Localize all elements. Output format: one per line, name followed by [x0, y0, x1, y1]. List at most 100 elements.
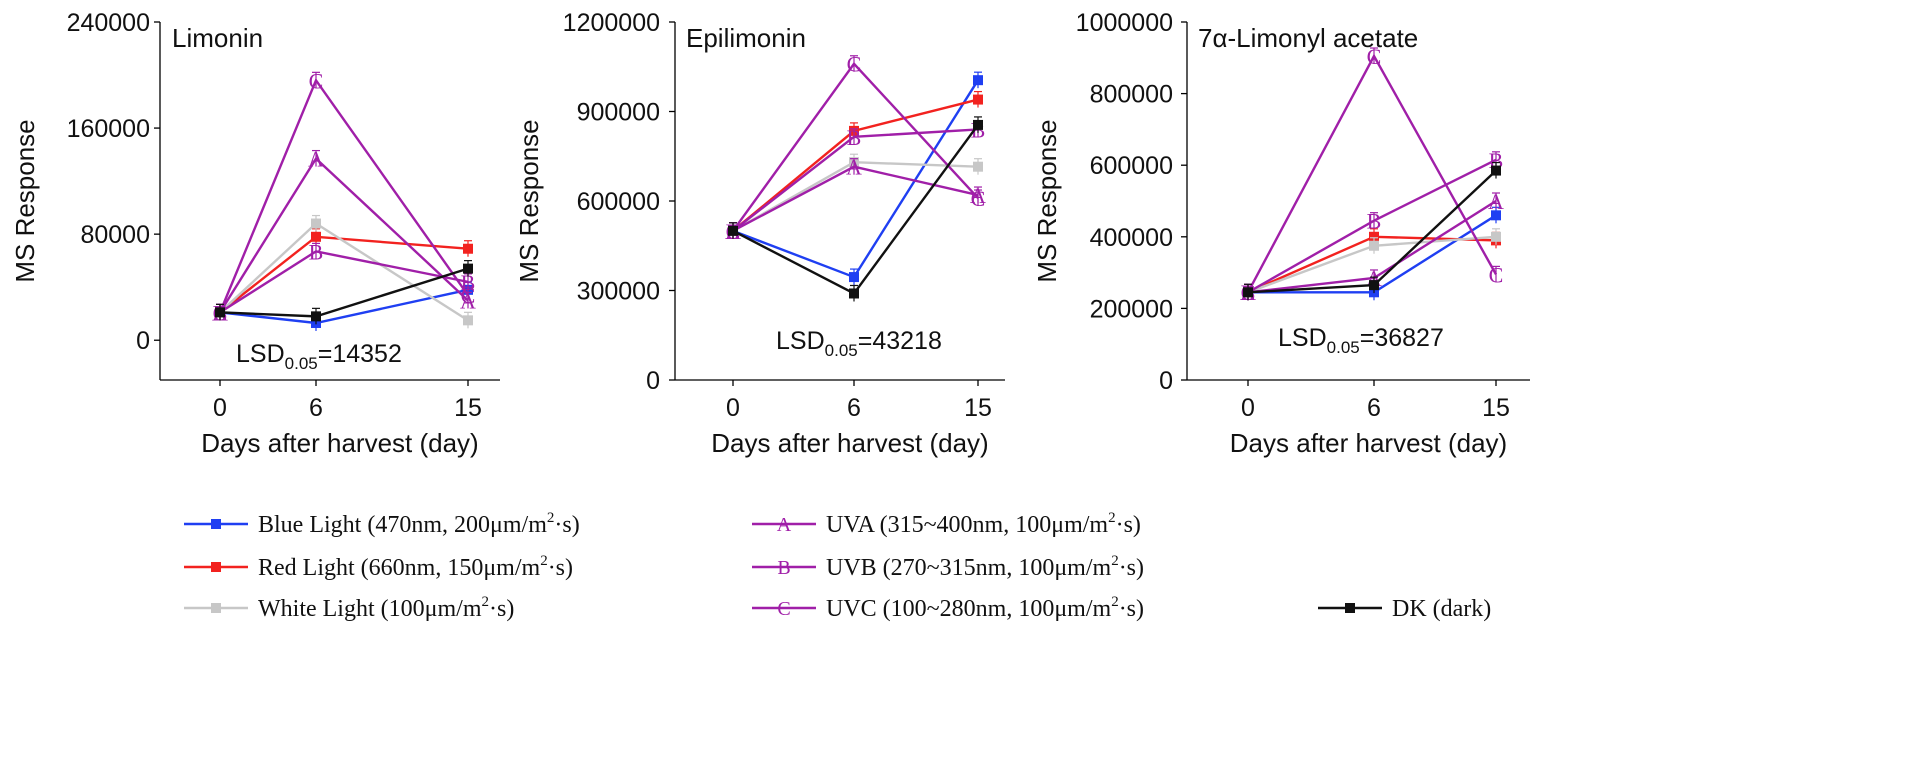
- lsd-subscript: 0.05: [285, 354, 318, 373]
- x-tick-label: 15: [1482, 394, 1510, 422]
- x-tick-label: 15: [454, 394, 482, 422]
- y-axis-label: MS Response: [1032, 119, 1062, 282]
- y-tick-label: 80000: [80, 221, 150, 249]
- legend-item: Blue Light (470nm, 200μm/m2·s): [184, 510, 580, 538]
- legend-text: UVC (100~280nm, 100μm/m: [826, 596, 1112, 622]
- y-tick-label: 0: [1159, 367, 1173, 395]
- legend-superscript: 2: [1108, 510, 1116, 526]
- x-tick-label: 6: [1367, 394, 1381, 422]
- legend-label: UVA (315~400nm, 100μm/m2·s): [826, 510, 1141, 538]
- y-tick-label: 240000: [67, 9, 150, 37]
- x-tick-label: 0: [1241, 394, 1255, 422]
- data-point: [463, 243, 473, 254]
- legend: Blue Light (470nm, 200μm/m2·s)Red Light …: [184, 510, 1491, 622]
- lsd-annotation: LSD0.05=36827: [1278, 324, 1444, 357]
- legend-superscript: 2: [1111, 553, 1119, 569]
- data-point: C: [971, 186, 986, 211]
- legend-item: White Light (100μm/m2·s): [184, 594, 514, 622]
- y-tick-label: 200000: [1090, 295, 1173, 323]
- chart-title: Epilimonin: [686, 23, 806, 53]
- lsd-value: =14352: [318, 340, 402, 368]
- y-tick-label: 600000: [577, 188, 660, 216]
- series-line: [219, 267, 469, 318]
- lsd-prefix: LSD: [1278, 324, 1327, 352]
- legend-marker: [211, 519, 221, 529]
- legend-tail: ·s): [548, 555, 573, 581]
- legend-label: UVB (270~315nm, 100μm/m2·s): [826, 553, 1144, 581]
- data-point: C: [847, 52, 862, 77]
- data-point: [973, 119, 983, 130]
- legend-item: B UVB (270~315nm, 100μm/m2·s): [752, 553, 1144, 581]
- data-point: B: [1367, 209, 1382, 234]
- lsd-prefix: LSD: [236, 340, 285, 368]
- data-point: C: [1489, 262, 1504, 287]
- x-axis-label: Days after harvest (day): [711, 428, 988, 458]
- legend-text: Blue Light (470nm, 200μm/m: [258, 512, 547, 538]
- legend-item: A UVA (315~400nm, 100μm/m2·s): [752, 510, 1141, 538]
- data-point: [1491, 231, 1501, 242]
- chart-panel-1: 0 80000 160000 240000 0 6 15 Days after harvest…: [10, 9, 500, 458]
- lsd-prefix: LSD: [776, 327, 825, 355]
- legend-tail: ·s): [489, 596, 514, 622]
- legend-text: Red Light (660nm, 150μm/m: [258, 555, 541, 581]
- y-tick-label: 0: [646, 367, 660, 395]
- data-point: [973, 75, 983, 86]
- y-axis-label: MS Response: [10, 119, 40, 282]
- data-point: C: [1367, 44, 1382, 69]
- chart-panel-3: 0 200000 400000 600000 800000 1000000 0 6 15 Days…: [1032, 9, 1530, 458]
- legend-label: DK (dark): [1392, 596, 1491, 622]
- legend-label: Blue Light (470nm, 200μm/m2·s): [258, 510, 580, 538]
- series-uvc: CCC: [726, 52, 986, 244]
- legend-marker: C: [777, 598, 790, 620]
- series-line: [1246, 53, 1498, 293]
- series-dk: [215, 260, 473, 325]
- data-point: [463, 263, 473, 274]
- data-point: B: [847, 125, 862, 150]
- y-tick-label: 160000: [67, 115, 150, 143]
- legend-superscript: 2: [482, 594, 490, 610]
- lsd-subscript: 0.05: [825, 341, 858, 360]
- chart-title: Limonin: [172, 23, 263, 53]
- data-point: [1369, 231, 1379, 242]
- legend-item: Red Light (660nm, 150μm/m2·s): [184, 553, 573, 581]
- data-point: A: [308, 146, 324, 171]
- legend-tail: ·s): [1119, 596, 1144, 622]
- series-uvb: BBB: [726, 117, 986, 243]
- data-point: [311, 311, 321, 322]
- legend-superscript: 2: [540, 553, 548, 569]
- y-tick-label: 1200000: [563, 9, 660, 37]
- data-point: A: [846, 155, 862, 180]
- data-point: [215, 307, 225, 318]
- data-point: [973, 161, 983, 172]
- data-point: [1491, 210, 1501, 221]
- y-axis-label: MS Response: [514, 119, 544, 282]
- data-point: [728, 225, 738, 236]
- lsd-value: =43218: [858, 327, 942, 355]
- legend-label: Red Light (660nm, 150μm/m2·s): [258, 553, 573, 581]
- series-uva: AAA: [212, 146, 476, 325]
- y-tick-label: 600000: [1090, 152, 1173, 180]
- x-tick-label: 6: [309, 394, 323, 422]
- data-point: [973, 94, 983, 105]
- lsd-subscript: 0.05: [1327, 338, 1360, 357]
- data-point: C: [461, 283, 476, 308]
- legend-tail: ·s): [1119, 555, 1144, 581]
- x-tick-label: 0: [726, 394, 740, 422]
- legend-marker: [211, 603, 221, 613]
- legend-label: White Light (100μm/m2·s): [258, 594, 514, 622]
- y-tick-label: 0: [136, 327, 150, 355]
- legend-marker: A: [777, 514, 792, 536]
- legend-marker: B: [777, 557, 790, 579]
- data-point: [311, 218, 321, 229]
- x-tick-label: 0: [213, 394, 227, 422]
- y-tick-label: 900000: [577, 99, 660, 127]
- legend-item: DK (dark): [1318, 596, 1491, 622]
- legend-text: UVB (270~315nm, 100μm/m: [826, 555, 1112, 581]
- chart-title: 7α-Limonyl acetate: [1198, 23, 1418, 53]
- data-point: B: [309, 239, 324, 264]
- legend-tail: ·s): [1116, 512, 1141, 538]
- series-dk: [1243, 161, 1501, 301]
- y-tick-label: 400000: [1090, 224, 1173, 252]
